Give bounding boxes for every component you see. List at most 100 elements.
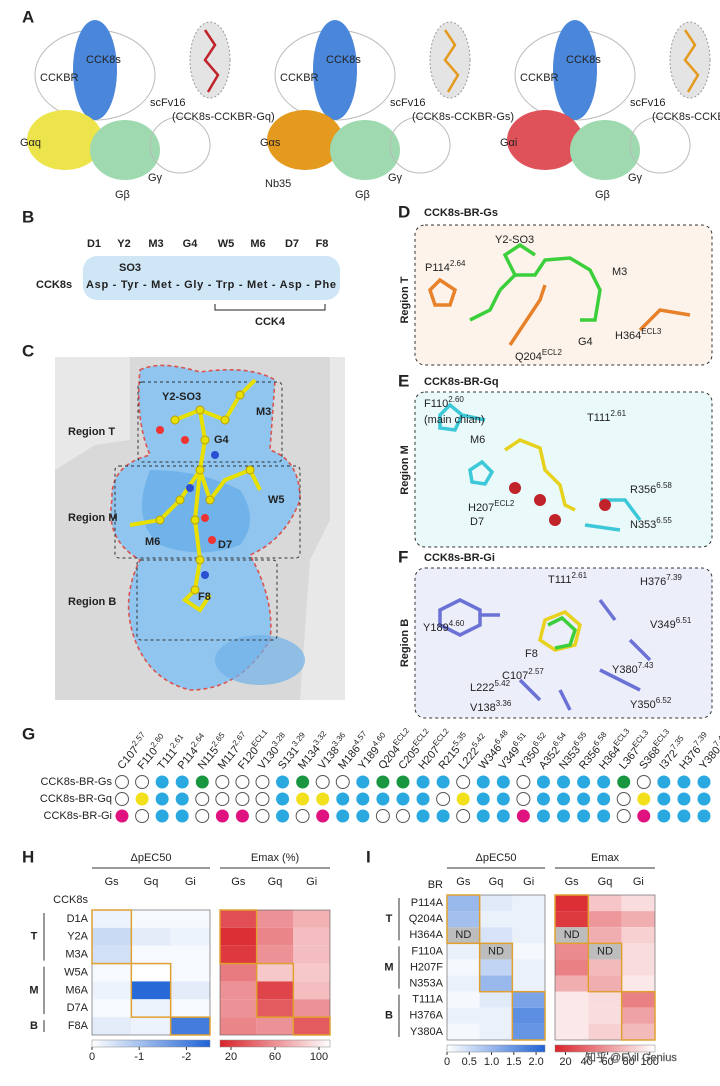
colorbar-tick-label: 20 [225, 1051, 237, 1063]
heat-cell [131, 981, 171, 1000]
missing-cell [588, 943, 622, 960]
contact-dot [376, 775, 390, 789]
heat-cell [220, 945, 257, 964]
d-sticks [427, 242, 691, 346]
contact-dot [175, 775, 189, 789]
row-label: D1A [67, 913, 89, 925]
heat-cell [621, 911, 655, 928]
column-label: Gs [456, 876, 471, 888]
heatmap-frame [219, 909, 331, 1036]
residue-label: (main chian) [424, 414, 485, 426]
residue-label-name: R356 [577, 744, 603, 772]
residue-label: P1142.64 [425, 259, 466, 274]
contact-dot [496, 775, 510, 789]
residue-label-sup: 3.28 [270, 730, 287, 748]
heat-cell [92, 999, 132, 1018]
residue-label-name: P114 [425, 262, 450, 274]
heat-cell [220, 999, 257, 1018]
galpha-label: Gαq [20, 137, 41, 149]
contact-dot [376, 792, 390, 806]
fragment: CCK4 [255, 316, 286, 328]
residue-label-name: A352 [537, 744, 563, 771]
contact-dot [616, 809, 631, 823]
contact-dot [316, 792, 330, 806]
contact-dot [536, 792, 550, 806]
contact-dot [215, 809, 229, 823]
heat-cell [512, 943, 545, 960]
ggamma-label: Gγ [388, 172, 403, 184]
colorbar-tick-label: 0.5 [462, 1056, 477, 1068]
contact-dot [496, 809, 510, 823]
residue-label-name: N353 [557, 744, 583, 772]
galpha-label: Gαi [500, 137, 517, 149]
residue-label-name: Y350 [517, 744, 543, 771]
receptor-label: CCKBR [280, 72, 319, 84]
residue-label: D7 [218, 539, 232, 551]
contact-dot [557, 792, 571, 806]
residue-label-name: T111 [155, 746, 179, 772]
colorbar [554, 1044, 656, 1053]
contact-dot [115, 792, 129, 806]
group-box [130, 962, 172, 1018]
missing-cell [447, 927, 480, 944]
group-label: B [385, 1010, 393, 1022]
contact-dot [115, 809, 129, 823]
panel-label: C [22, 341, 34, 360]
contact-dot [637, 809, 651, 823]
contact-dot [255, 792, 270, 806]
residue-label: T1112.61 [587, 409, 627, 424]
region-label: Region T [68, 426, 115, 438]
contact-dot [255, 775, 270, 789]
residue-label-name: C107 [502, 670, 528, 682]
region-box [136, 559, 278, 641]
residue-label-sup: ECL2 [542, 348, 563, 357]
contact-dot [597, 809, 611, 823]
residue-label-sup: 6.51 [511, 730, 528, 748]
colorbar [446, 1044, 546, 1053]
residue-label: G4 [214, 434, 230, 446]
residue-label: W5 [268, 494, 285, 506]
residue-label: Y2-SO3 [162, 391, 201, 403]
contact-dot [276, 809, 290, 823]
antibody-label: scFv16 [390, 97, 425, 109]
contact-dot [155, 775, 169, 789]
group-box [554, 894, 590, 945]
heat-cell [621, 927, 655, 944]
residue-label-sup: 6.58 [592, 730, 609, 748]
e-box [414, 391, 713, 548]
row-label: P114A [411, 897, 444, 909]
heat-cell [588, 927, 622, 944]
heat-cell [256, 963, 294, 982]
heatmap-title: Emax (%) [251, 852, 299, 864]
heat-cell [479, 911, 513, 928]
heat-cell [220, 910, 257, 928]
contact-dot [617, 775, 631, 789]
heat-cell [588, 975, 622, 992]
residue-label-sup: 2.64 [189, 731, 206, 749]
gbeta-density [90, 120, 160, 180]
heat-cell [447, 1023, 480, 1040]
contact-dot [657, 775, 671, 789]
contact-dot [195, 809, 210, 823]
contact-dot [155, 792, 169, 806]
sequence: Asp - Tyr - Met - Gly - Trp - Met - Asp … [86, 279, 336, 291]
residue-label-sup: 2.61 [168, 732, 185, 750]
heat-cell [555, 1007, 589, 1024]
gbeta-label: Gβ [595, 189, 610, 201]
region-label: Region M [68, 512, 118, 524]
row-label: Y380A [410, 1026, 444, 1038]
heat-cell [621, 895, 655, 912]
contact-dot [476, 809, 490, 823]
residue-label-name: F110 [135, 745, 160, 771]
heat-cell [447, 895, 480, 912]
missing-label: ND [488, 945, 504, 957]
residue-header: G4 [183, 238, 199, 250]
colorbar-tick-label: 80 [623, 1056, 635, 1068]
group-box [478, 942, 514, 993]
residue-label-name: R356 [630, 484, 656, 496]
missing-label: ND [564, 929, 580, 941]
row-label: D7A [67, 1002, 89, 1014]
residue-label-name: F120 [236, 745, 261, 772]
residue-label-sup: 4.57 [352, 729, 369, 747]
heat-cell [512, 959, 545, 976]
